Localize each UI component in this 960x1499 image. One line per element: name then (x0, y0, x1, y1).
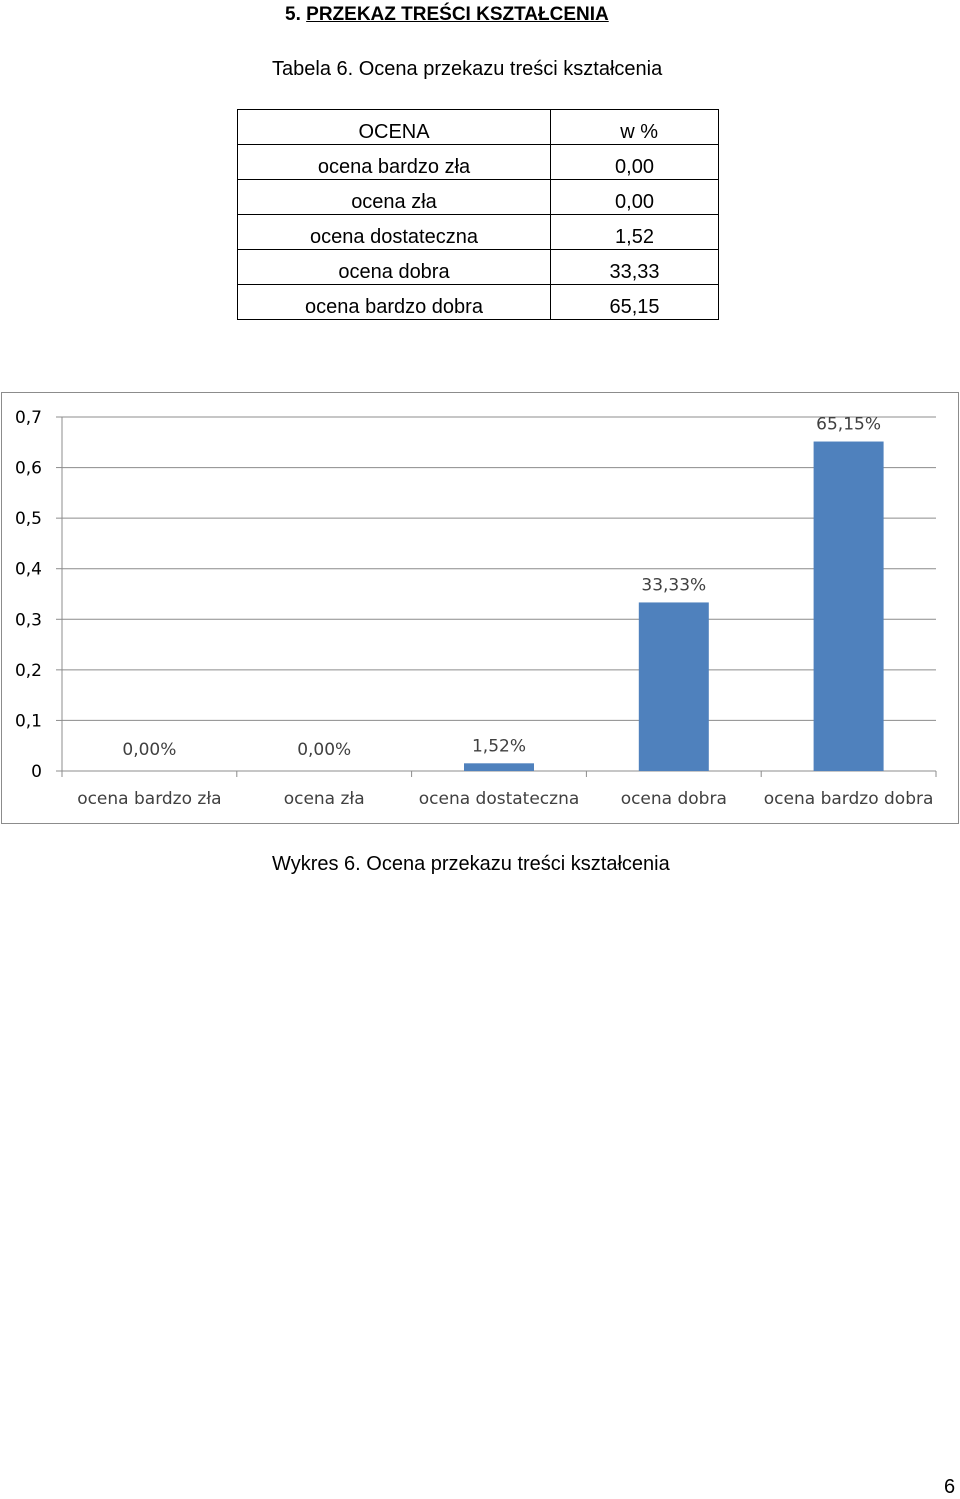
x-tick-label: ocena dobra (621, 789, 727, 809)
table-caption: Tabela 6. Ocena przekazu treści kształce… (272, 58, 663, 80)
y-tick-label: 0,4 (15, 560, 42, 580)
percent-cell: 0,00 (550, 179, 719, 215)
table-row: ocena bardzo dobra 65,15 (237, 284, 719, 320)
table-row: ocena bardzo zła 0,00 (237, 144, 719, 180)
bar (638, 602, 709, 771)
x-tick-label: ocena bardzo zła (77, 789, 221, 809)
header-cell-percent: w % (550, 109, 719, 145)
y-tick-label: 0,1 (15, 711, 42, 731)
grades-table: OCENA w % ocena bardzo zła 0,00 ocena zł… (237, 109, 719, 320)
grade-cell: ocena bardzo dobra (237, 284, 551, 320)
y-tick-label: 0,5 (15, 509, 42, 529)
grade-cell: ocena dostateczna (237, 214, 551, 250)
data-label: 65,15% (816, 415, 881, 435)
data-label: 0,00% (297, 740, 351, 760)
section-title: PRZEKAZ TREŚCI KSZTAŁCENIA (306, 4, 609, 25)
data-label: 1,52% (472, 736, 526, 756)
chart-caption: Wykres 6. Ocena przekazu treści kształce… (272, 853, 670, 875)
x-tick-label: ocena dostateczna (419, 789, 580, 809)
grade-cell: ocena dobra (237, 249, 551, 285)
y-tick-label: 0,3 (15, 610, 42, 630)
bar (464, 763, 534, 771)
percent-cell: 33,33 (550, 249, 719, 285)
table-row: ocena dobra 33,33 (237, 249, 719, 285)
data-label: 33,33% (641, 575, 706, 595)
x-tick-label: ocena zła (284, 789, 365, 809)
table-header-row: OCENA w % (237, 109, 719, 145)
section-number: 5. (285, 4, 301, 25)
percent-cell: 65,15 (550, 284, 719, 320)
x-tick-label: ocena bardzo dobra (764, 789, 934, 809)
page-number: 6 (944, 1476, 956, 1498)
bar-chart: 0 0,1 0,2 0,3 0,4 0,5 0,6 0,7 0,00% ocena bardzo … (1, 392, 959, 824)
chart-canvas: 0 0,1 0,2 0,3 0,4 0,5 0,6 0,7 0,00% ocena bardzo … (15, 408, 937, 809)
y-tick-label: 0,7 (15, 408, 42, 428)
section-heading: 5. PRZEKAZ TREŚCI KSZTAŁCENIA (285, 4, 609, 26)
table-row: ocena zła 0,00 (237, 179, 719, 215)
percent-cell: 1,52 (550, 214, 719, 250)
y-tick-label: 0,2 (15, 661, 42, 681)
header-cell-grade: OCENA (237, 109, 551, 145)
grade-cell: ocena bardzo zła (237, 144, 551, 180)
data-label: 0,00% (122, 740, 176, 760)
y-tick-label: 0,6 (15, 459, 42, 479)
bar (813, 441, 884, 771)
table-row: ocena dostateczna 1,52 (237, 214, 719, 250)
percent-cell: 0,00 (550, 144, 719, 180)
y-tick-label: 0 (31, 762, 42, 782)
grade-cell: ocena zła (237, 179, 551, 215)
